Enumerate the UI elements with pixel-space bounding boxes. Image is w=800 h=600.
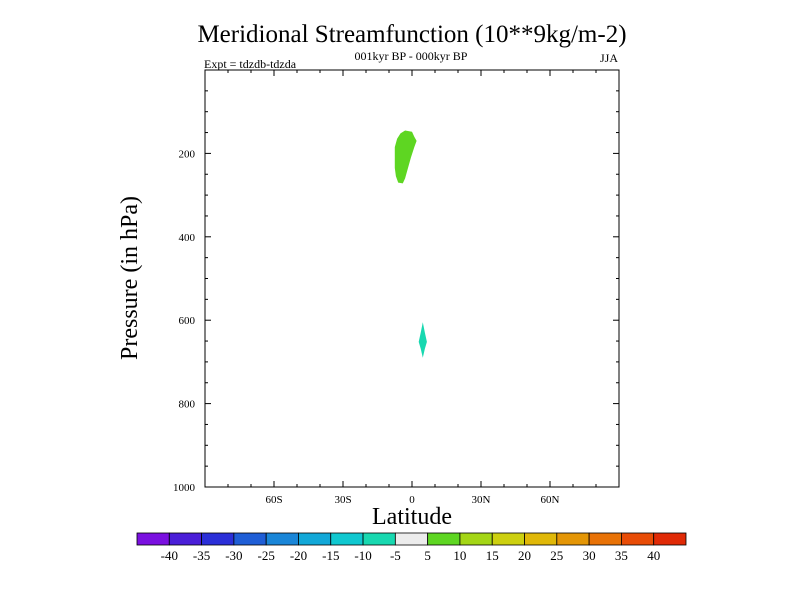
contour-regions [394, 130, 427, 358]
plot-frame [204, 69, 620, 488]
colorbar-swatch [524, 532, 558, 546]
colorbar-label: -5 [390, 548, 401, 563]
colorbar-label: 10 [453, 548, 466, 563]
colorbar-label: 20 [518, 548, 531, 563]
colorbar-label: -20 [290, 548, 307, 563]
colorbar-swatch [233, 532, 267, 546]
chart-subtitle: 001kyr BP - 000kyr BP [355, 49, 468, 63]
colorbar-label: -15 [322, 548, 339, 563]
colorbar-label: -25 [258, 548, 275, 563]
y-tick-label: 600 [179, 315, 196, 327]
colorbar-swatch [330, 532, 364, 546]
colorbar-swatch [459, 532, 493, 546]
experiment-label: Expt = tdzdb-tdzda [204, 57, 297, 71]
y-tick-label: 200 [179, 148, 196, 160]
x-tick-label: 60S [265, 494, 282, 506]
colorbar-label: 30 [583, 548, 596, 563]
colorbar-label: 40 [647, 548, 660, 563]
positive-cell-region [394, 130, 417, 184]
colorbar-swatch [427, 532, 461, 546]
colorbar-swatch [621, 532, 655, 546]
colorbar-swatch [556, 532, 590, 546]
colorbar-swatch [653, 532, 687, 546]
y-tick-label: 1000 [173, 482, 196, 494]
colorbar-swatch [362, 532, 396, 546]
colorbar-swatch [588, 532, 622, 546]
colorbar-label: 15 [486, 548, 499, 563]
colorbar-swatch [298, 532, 332, 546]
x-tick-label: 30S [334, 494, 351, 506]
colorbar-label: -10 [354, 548, 371, 563]
colorbar-label: -40 [161, 548, 178, 563]
colorbar: -40 -35 -30 -25 -20 -15 -10 -5 5 10 15 20 25 30 35 40 [136, 532, 687, 563]
colorbar-label: -35 [193, 548, 210, 563]
x-tick-label: 30N [472, 494, 491, 506]
colorbar-swatch [201, 532, 235, 546]
colorbar-swatch [491, 532, 525, 546]
colorbar-label: 35 [615, 548, 628, 563]
colorbar-label: 25 [550, 548, 563, 563]
y-tick-label: 800 [179, 399, 196, 411]
colorbar-swatch [394, 532, 429, 546]
colorbar-swatch [168, 532, 202, 546]
colorbar-swatch [265, 532, 299, 546]
y-tick-label: 400 [179, 232, 196, 244]
negative-cell-region [418, 322, 427, 358]
colorbar-label: 5 [424, 548, 431, 563]
x-tick-label: 60N [541, 494, 560, 506]
chart-title: Meridional Streamfunction (10**9kg/m-2) [197, 21, 626, 48]
y-axis-title: Pressure (in hPa) [117, 196, 143, 360]
colorbar-swatch [136, 532, 170, 546]
season-label: JJA [600, 51, 618, 65]
x-axis-title: Latitude [372, 504, 452, 530]
axis-tick-labels: 200 400 600 800 1000 60S 30S 0 30N 60N [173, 148, 560, 506]
colorbar-label: -30 [225, 548, 242, 563]
x-tick-label: 0 [409, 494, 415, 506]
